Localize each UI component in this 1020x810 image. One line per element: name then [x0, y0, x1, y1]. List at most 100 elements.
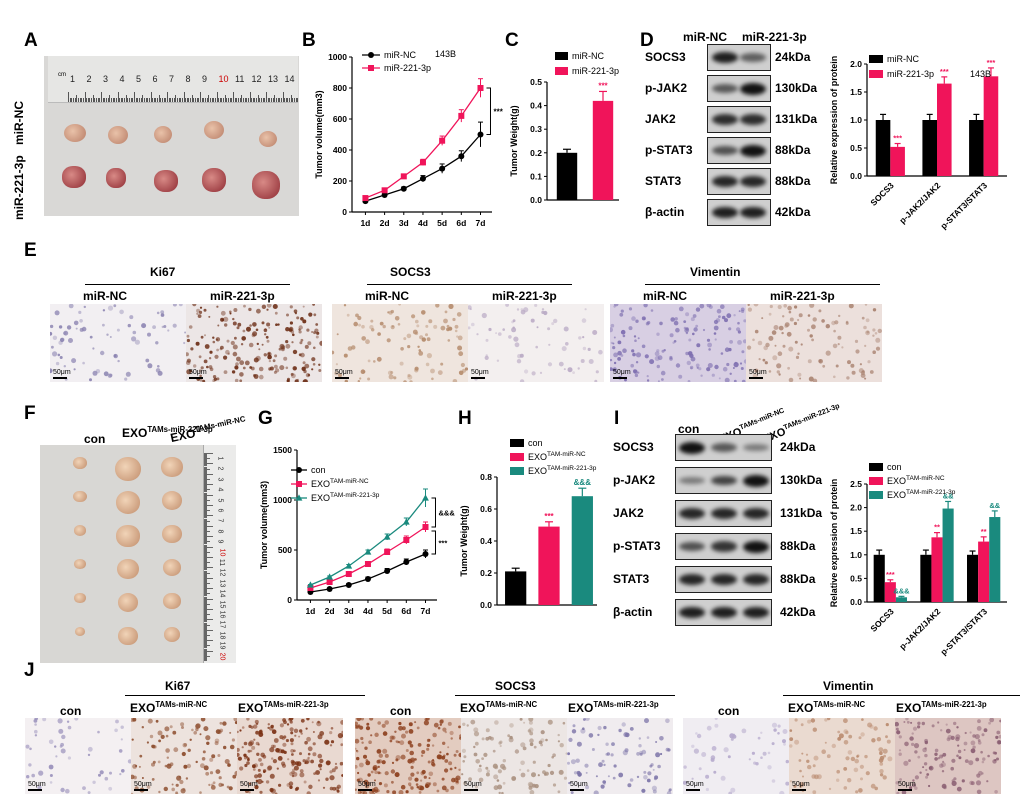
group-divider	[367, 284, 572, 285]
significance-mark: &&	[943, 491, 954, 500]
ihc-nucleus	[361, 790, 365, 794]
ihc-nucleus	[420, 779, 423, 782]
ihc-nucleus	[706, 367, 711, 372]
ihc-nucleus	[212, 375, 217, 379]
x-tick-label: 5d	[437, 218, 447, 228]
ihc-nucleus	[28, 763, 32, 767]
ruler-tick	[204, 490, 207, 491]
ihc-nucleus	[186, 358, 191, 363]
ihc-nucleus	[684, 327, 690, 333]
ihc-nucleus	[388, 374, 394, 380]
ihc-nucleus	[184, 331, 186, 334]
ihc-nucleus	[208, 357, 212, 360]
ruler-tick	[204, 620, 207, 621]
bar	[931, 537, 943, 602]
photo-f-col-con: con	[84, 432, 106, 446]
ruler-number: 13	[268, 74, 279, 84]
ihc-nucleus	[191, 728, 194, 732]
ihc-nucleus	[622, 348, 627, 353]
ihc-col-label-sup: TAMs-miR-221-3p	[921, 700, 987, 709]
ihc-nucleus	[961, 779, 965, 783]
ihc-nucleus	[378, 782, 383, 786]
ihc-nucleus	[255, 355, 261, 361]
ruler-tick	[204, 499, 210, 501]
ruler-tick	[204, 581, 207, 583]
ihc-nucleus	[329, 786, 334, 791]
ihc-nucleus	[553, 318, 558, 324]
blot-size-label: 131kDa	[775, 111, 818, 126]
ihc-nucleus	[683, 780, 687, 785]
blot-size-label: 88kDa	[775, 142, 811, 157]
ihc-col-label: miR-NC	[365, 289, 409, 303]
data-point	[326, 586, 333, 592]
ruler-tick	[110, 98, 112, 102]
ruler-tick	[142, 95, 143, 102]
ihc-col-label: con	[60, 704, 82, 718]
ihc-nucleus	[386, 338, 391, 343]
bar	[556, 152, 578, 200]
ihc-nucleus	[430, 368, 435, 374]
ruler-tick	[297, 98, 298, 102]
significance-bracket	[431, 497, 436, 528]
ruler-tick	[223, 98, 224, 102]
ihc-nucleus	[659, 736, 664, 741]
significance-mark: &&&	[574, 478, 592, 487]
ihc-nucleus	[252, 768, 256, 771]
ihc-nucleus	[969, 780, 974, 785]
ruler-tick	[204, 641, 207, 642]
ihc-nucleus	[181, 751, 186, 757]
ihc-nucleus	[485, 766, 489, 770]
ihc-nucleus	[981, 760, 985, 764]
ruler-tick	[204, 515, 213, 516]
blot-d-col1: miR-NC	[683, 30, 727, 44]
ihc-col-label: con	[390, 704, 412, 718]
ruler-tick	[204, 492, 207, 494]
ihc-nucleus	[425, 324, 429, 328]
data-point	[296, 467, 302, 473]
ihc-nucleus	[99, 770, 104, 775]
ihc-nucleus	[934, 752, 938, 756]
ihc-nucleus	[693, 327, 698, 332]
ihc-nucleus	[367, 781, 371, 786]
ruler-tick	[204, 598, 213, 600]
ihc-nucleus	[866, 330, 870, 334]
ihc-nucleus	[389, 739, 393, 743]
ihc-nucleus	[242, 366, 246, 370]
ihc-nucleus	[202, 750, 206, 754]
ruler-tick	[204, 480, 207, 481]
ruler-tick	[204, 505, 213, 506]
ihc-nucleus	[420, 771, 425, 776]
ihc-nucleus	[81, 326, 87, 332]
ihc-nucleus	[421, 337, 426, 342]
ruler-tick	[204, 619, 213, 620]
ruler-number: 16	[218, 610, 226, 619]
ruler-tick	[204, 549, 207, 551]
ihc-nucleus	[248, 791, 251, 794]
ihc-nucleus	[720, 775, 726, 781]
ihc-nucleus	[269, 747, 275, 753]
ihc-nucleus	[240, 343, 244, 346]
ihc-nucleus	[165, 748, 170, 753]
ihc-image: 50μm	[895, 718, 1001, 794]
ihc-nucleus	[317, 779, 321, 782]
legend-label: EXOTAM-miR-221-3p	[528, 465, 597, 476]
ihc-nucleus	[239, 729, 242, 732]
ihc-nucleus	[26, 775, 30, 779]
ihc-nucleus	[367, 377, 371, 381]
ihc-nucleus	[200, 366, 204, 370]
scale-bar-line	[335, 377, 349, 379]
ihc-nucleus	[54, 310, 60, 316]
ihc-nucleus	[776, 363, 782, 369]
ihc-nucleus	[200, 718, 206, 722]
legend-label: EXOTAM-miR-221-3p	[887, 489, 956, 500]
ihc-nucleus	[807, 719, 812, 724]
ruler-tick	[204, 506, 207, 507]
ihc-nucleus	[407, 373, 411, 378]
ruler-tick	[204, 521, 207, 523]
ihc-nucleus	[678, 374, 683, 379]
ihc-nucleus	[197, 314, 202, 318]
ihc-nucleus	[794, 739, 800, 745]
ihc-nucleus	[256, 308, 261, 314]
ihc-nucleus	[533, 784, 536, 787]
